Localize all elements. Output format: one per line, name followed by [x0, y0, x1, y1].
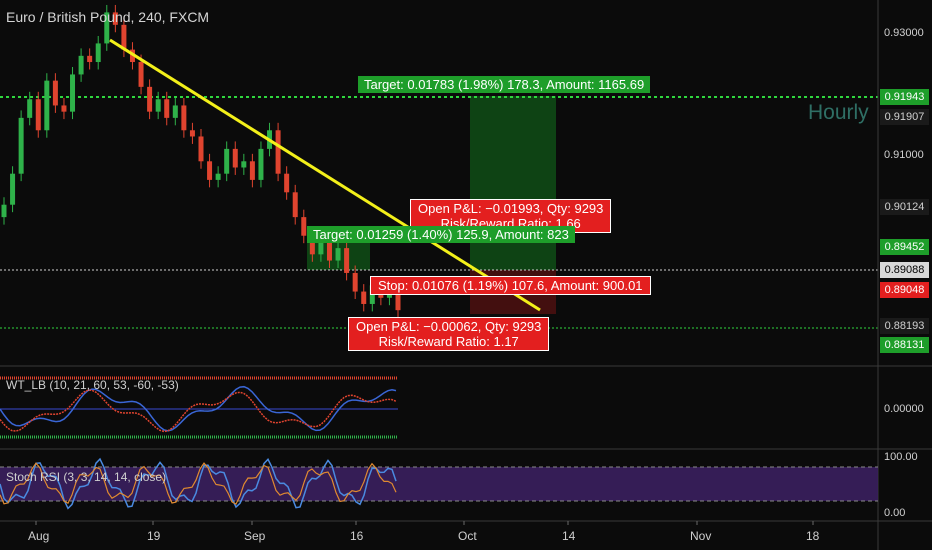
candle-body — [181, 105, 187, 131]
candle-body — [344, 248, 350, 273]
chart-title: Euro / British Pound, 240, FXCM — [6, 9, 210, 25]
price-tag-3: 0.89452 — [880, 239, 929, 255]
candle-body — [301, 217, 307, 236]
candles — [1, 4, 401, 318]
price-tag-2: 0.90124 — [880, 199, 929, 215]
candle-body — [361, 291, 367, 304]
time-tick-19: 19 — [147, 529, 161, 543]
target-upper-label[interactable]: Target: 0.01783 (1.98%) 178.3, Amount: 1… — [358, 76, 651, 93]
time-tick-14: 14 — [562, 529, 576, 543]
wt-indicator-label[interactable]: WT_LB (10, 21, 60, 53, -60, -53) — [6, 378, 179, 392]
candle-body — [164, 99, 170, 118]
candle-body — [224, 148, 230, 174]
candle-body — [78, 55, 84, 75]
candle-body — [292, 192, 298, 218]
candle-body — [189, 130, 195, 137]
price-tag-6: 0.88193 — [880, 318, 929, 334]
candle-body — [258, 148, 264, 180]
price-tag-entry: 0.89088 — [880, 262, 929, 278]
candle-body — [147, 86, 153, 112]
candle-body — [61, 105, 67, 112]
candle-body — [44, 80, 50, 131]
pnl-lower-line-1: Open P&L: −0.00062, Qty: 9293 — [356, 319, 542, 334]
candle-body — [27, 99, 33, 118]
price-tick-1: 0.91000 — [884, 149, 924, 161]
pnl-upper-line-1: Open P&L: −0.01993, Qty: 9293 — [418, 201, 604, 216]
candle-body — [241, 161, 247, 168]
candle-body — [10, 173, 16, 205]
candle-body — [395, 291, 401, 311]
candle-body — [232, 148, 238, 168]
candle-body — [207, 161, 213, 180]
time-tick-aug: Aug — [28, 529, 50, 543]
stop-label[interactable]: Stop: 0.01076 (1.19%) 107.6, Amount: 900… — [370, 276, 651, 295]
stoch-indicator-label[interactable]: Stoch RSI (3, 3, 14, 14, close) — [6, 470, 167, 484]
time-tick-16: 16 — [350, 529, 364, 543]
candle-body — [352, 272, 358, 292]
hourly-watermark: Hourly — [808, 101, 869, 124]
candle-body — [198, 136, 204, 162]
candle-body — [155, 99, 161, 112]
trendline — [109, 38, 541, 312]
time-tick-18: 18 — [806, 529, 820, 543]
price-tag-target: 0.91943 — [880, 89, 929, 105]
candle-body — [95, 43, 101, 63]
candle-body — [138, 62, 144, 87]
candle-body — [112, 12, 118, 25]
candle-body — [52, 80, 58, 106]
price-tag-7: 0.88131 — [880, 337, 929, 353]
candle-body — [249, 161, 255, 180]
time-tick-nov: Nov — [690, 529, 712, 543]
candle-body — [318, 241, 324, 255]
time-tick-sep: Sep — [244, 529, 266, 543]
stoch-tick-100: 100.00 — [884, 451, 918, 463]
stoch-tick-0: 0.00 — [884, 507, 906, 519]
time-axis-ticks — [35, 521, 814, 525]
wt-tick-0: 0.00000 — [884, 403, 924, 415]
time-tick-oct: Oct — [458, 529, 477, 543]
candle-body — [326, 241, 332, 261]
target-lower-label[interactable]: Target: 0.01259 (1.40%) 125.9, Amount: 8… — [307, 226, 575, 243]
price-tag-stop: 0.89048 — [880, 282, 929, 298]
stoch-d-line — [0, 462, 397, 505]
target-zone — [470, 96, 556, 270]
candle-body — [121, 24, 127, 50]
pnl-lower-line-2: Risk/Reward Ratio: 1.17 — [378, 334, 519, 349]
candle-body — [215, 173, 221, 180]
candle-body — [275, 130, 281, 174]
candle-body — [104, 12, 110, 44]
candle-body — [172, 105, 178, 118]
wt-line-2 — [0, 389, 397, 433]
price-tick-0: 0.93000 — [884, 27, 924, 39]
candle-body — [284, 173, 290, 193]
candle-body — [18, 117, 24, 174]
pnl-lower-label[interactable]: Open P&L: −0.00062, Qty: 9293 Risk/Rewar… — [348, 317, 550, 351]
candle-body — [1, 204, 7, 218]
candle-body — [35, 99, 41, 131]
price-tag-1: 0.91907 — [880, 109, 929, 125]
stoch-band — [0, 467, 878, 501]
candle-body — [87, 55, 93, 63]
candle-body — [70, 74, 76, 112]
wt-line-1 — [0, 385, 397, 432]
candle-body — [335, 248, 341, 261]
stoch-k-line — [0, 457, 397, 510]
candle-body — [309, 235, 315, 255]
